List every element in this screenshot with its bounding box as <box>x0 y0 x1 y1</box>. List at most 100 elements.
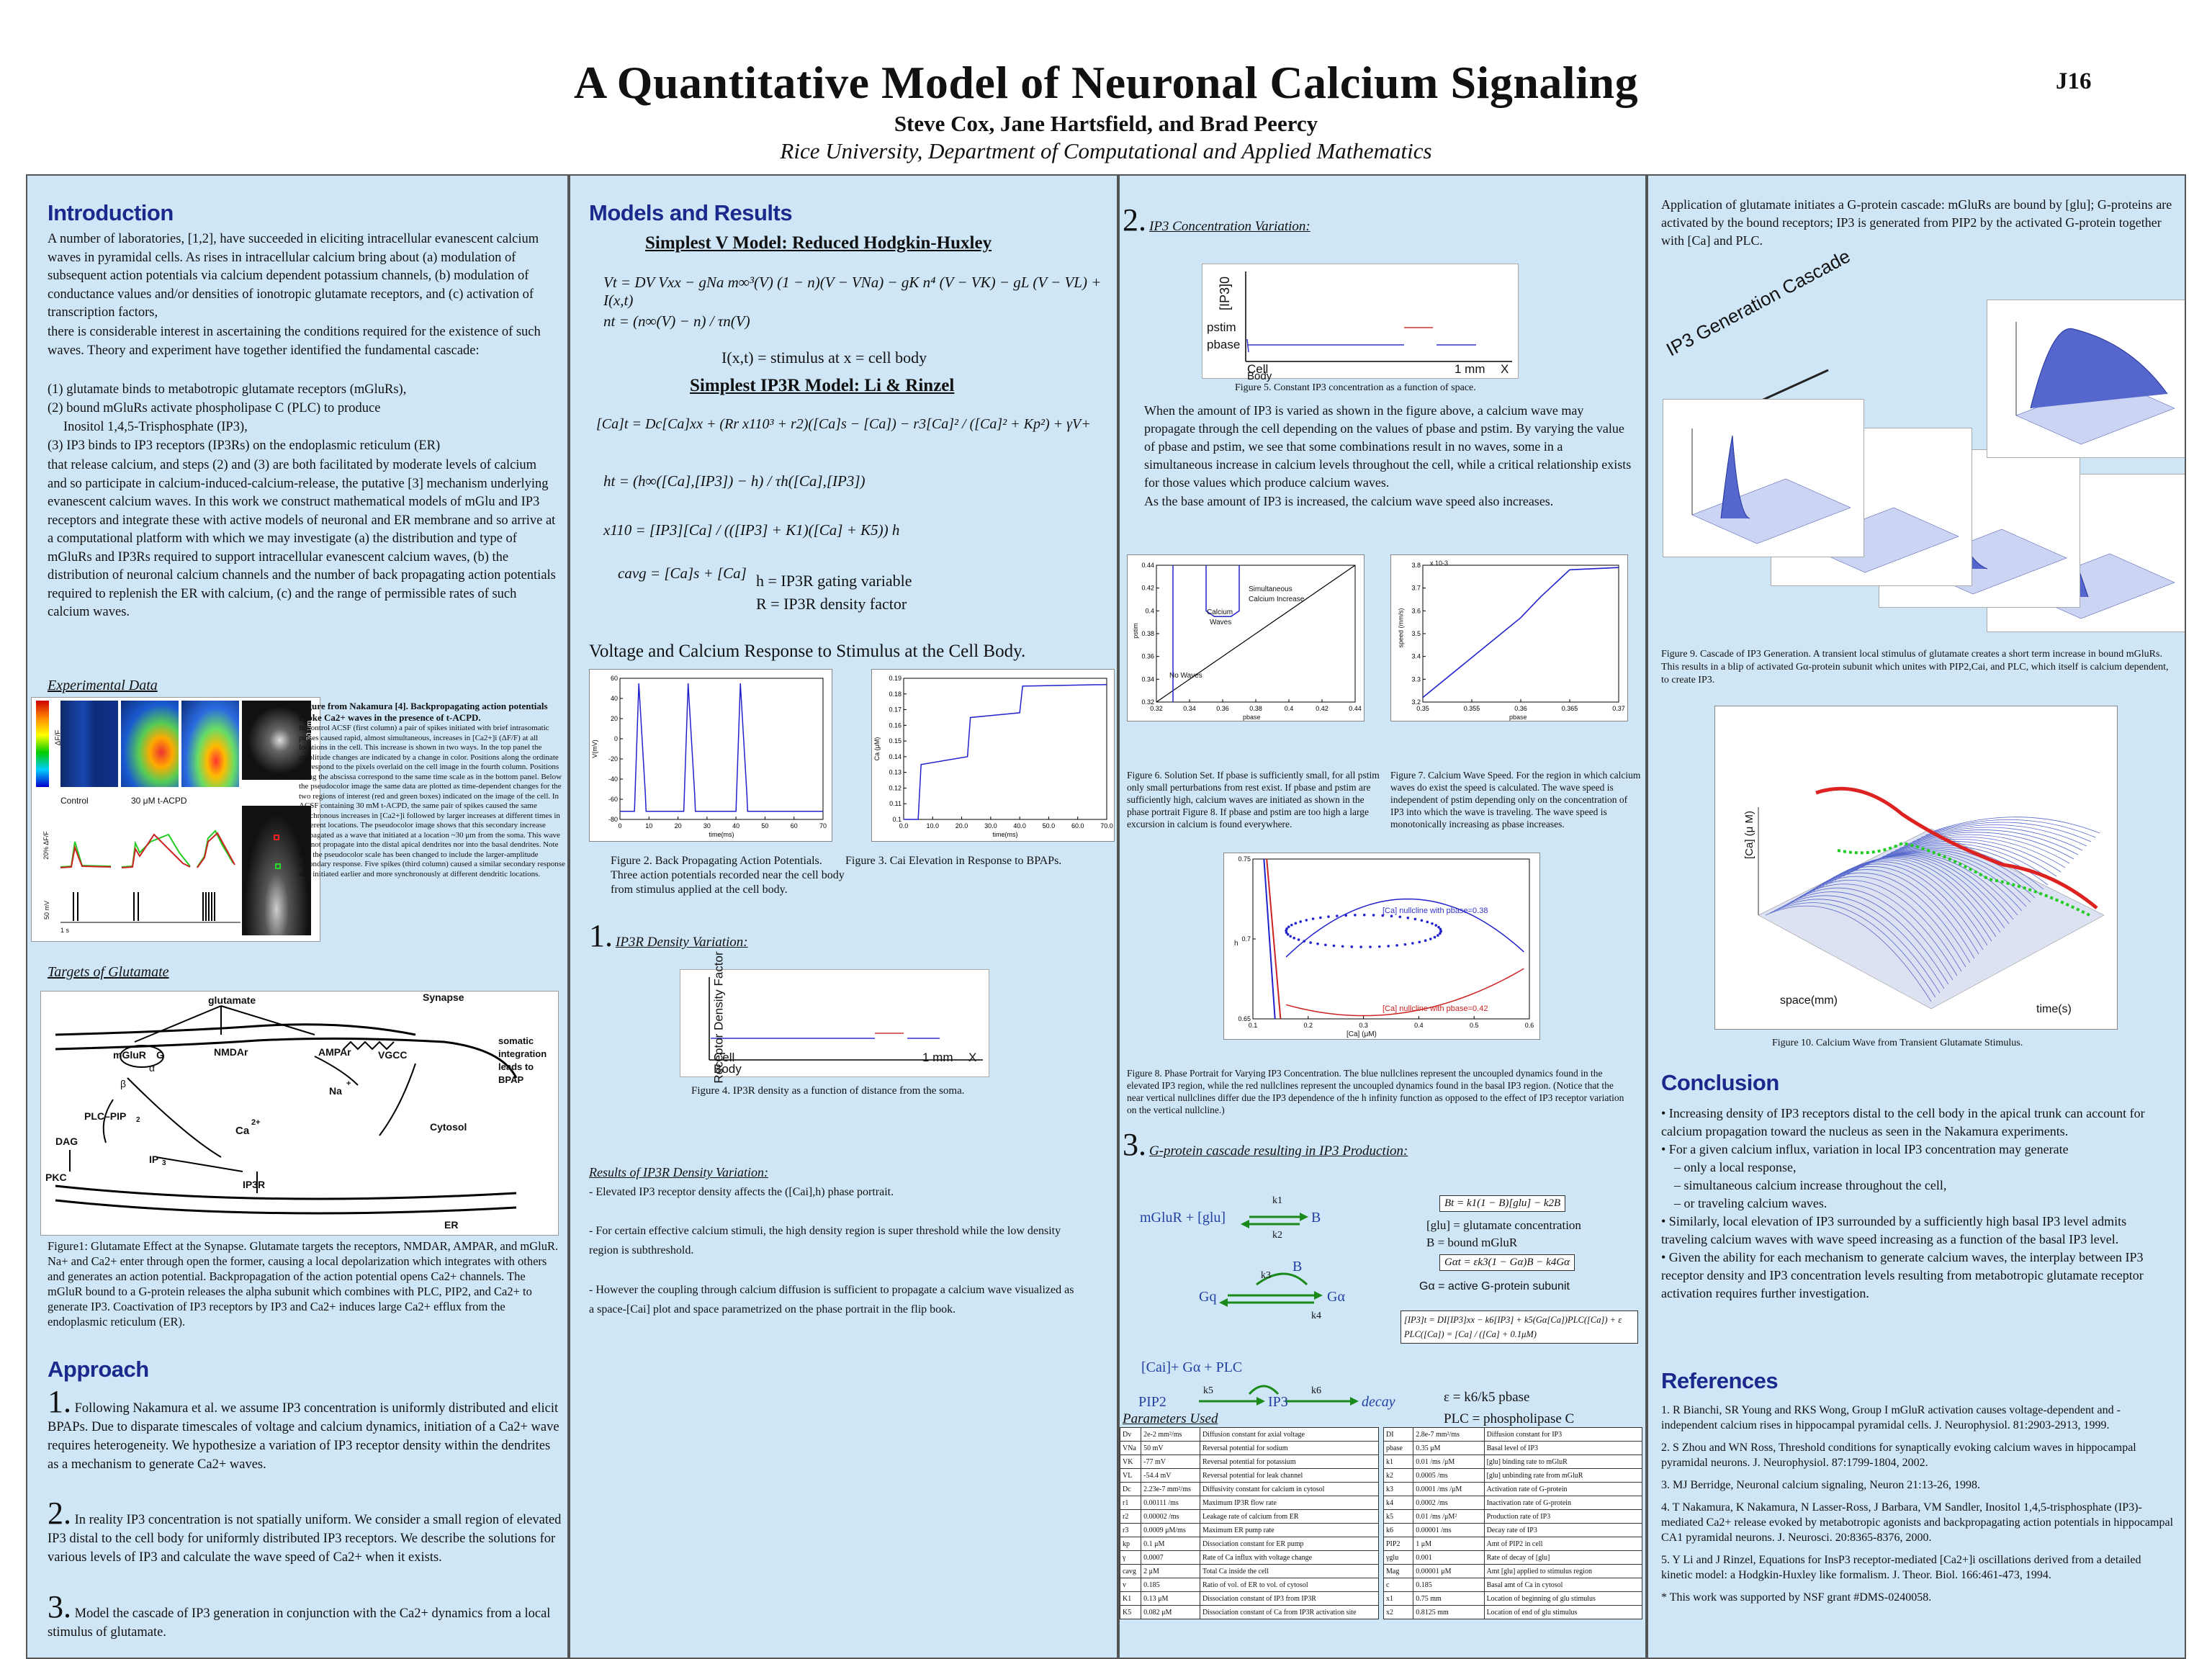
cascade-ga: Gα <box>1327 1289 1345 1305</box>
sec3-title: G-protein cascade resulting in IP3 Produ… <box>1149 1143 1408 1159</box>
fig3-caption: Figure 3. Cai Elevation in Response to B… <box>845 855 1062 867</box>
fig10-rib <box>1873 848 2040 894</box>
fig10-rib <box>1894 838 2062 873</box>
lbl-dag: DAG <box>55 1136 78 1147</box>
x-tick-label: 0.36 <box>1216 705 1229 712</box>
results-title: Results of IP3R Density Variation: <box>589 1165 768 1179</box>
fig6-nowaves: No Waves <box>1169 672 1202 680</box>
reference-item: 5. Y Li and J Rinzel, Equations for InsP… <box>1661 1554 2141 1581</box>
intro-list-2: (2) bound mGluRs activate phospholipase … <box>48 401 381 415</box>
param-description: Diffusivity constant for calcium in cyto… <box>1199 1482 1380 1496</box>
lbl-cytosol: Cytosol <box>430 1121 467 1133</box>
y-axis-label: V(mV) <box>591 739 598 758</box>
param-row: PIP2 1 μM Amt of PIP2 in cell <box>1382 1537 1643 1551</box>
param-symbol: x1 <box>1382 1591 1414 1606</box>
fig8-trajectory-point <box>1285 931 1288 934</box>
params-table-right: DI 2.8e-7 mm²/ms Diffusion constant for IP… <box>1382 1427 1643 1619</box>
fig8-trajectory-point <box>1439 930 1442 933</box>
fig8-trajectory-point <box>1406 916 1410 920</box>
ybar2-label: 50 mV <box>43 900 51 920</box>
params-table-left: Dv 2e-2 mm²/ms Diffusion constant for axia… <box>1120 1427 1380 1619</box>
x-equation: x110 = [IP3][Ca] / (([IP3] + K1)([Ca] + … <box>603 521 900 539</box>
eps-def: ε = k6/k5 pbase <box>1444 1390 1530 1405</box>
param-row: x1 0.75 mm Location of beginning of glu st… <box>1382 1591 1643 1606</box>
reference-item: 1. R Bianchi, SR Young and RKS Wong, Gro… <box>1661 1404 2121 1431</box>
fig8-trajectory-point <box>1424 939 1427 943</box>
y-tick-label: 0.42 <box>1141 585 1154 592</box>
y-tick-label: 3.3 <box>1411 675 1421 683</box>
x-tick-label: 0.6 <box>1525 1022 1534 1029</box>
param-value: 0.00111 /ms <box>1141 1496 1200 1510</box>
y-tick-label: 0.13 <box>889 769 902 776</box>
fig8-trajectory-point <box>1420 919 1424 922</box>
poster-authors: Steve Cox, Jane Hartsfield, and Brad Pee… <box>894 111 1318 136</box>
targets-caption: Figure1: Glutamate Effect at the Synapse… <box>48 1239 559 1328</box>
lbl-nmdar: NMDAr <box>214 1046 248 1058</box>
y-tick-label: 0.18 <box>889 691 902 698</box>
x-tick-label: 0.35 <box>1416 705 1429 712</box>
ga-def: Gα = active G-protein subunit <box>1419 1280 1570 1292</box>
param-row: v 0.185 Ratio of vol. of ER to vol. of cyt… <box>1120 1578 1380 1592</box>
x-tick-label: 40 <box>732 822 739 830</box>
y-tick-label: 0.44 <box>1141 562 1154 569</box>
y-tick-label: 0 <box>614 735 618 742</box>
param-description: Location of beginning of glu stimulus <box>1483 1591 1643 1606</box>
y-tick-label: 0.12 <box>889 784 902 791</box>
fig10-rib <box>1916 827 2083 851</box>
fig10-rib <box>1929 819 2096 838</box>
ca-equation: [Ca]t = Dc[Ca]xx + (Rr x110³ + r2)([Ca]s… <box>596 416 1091 432</box>
fig8-trajectory-point <box>1299 920 1302 923</box>
intro-list-1: (1) glutamate binds to metabotropic glut… <box>48 382 407 397</box>
cascade-equations: Bt = k1(1 − B)[glu] − k2B [glu] = glutam… <box>1401 1195 1638 1483</box>
cascade-b2: B <box>1292 1259 1303 1274</box>
references-heading: References <box>1661 1368 1779 1393</box>
fig2-series-line <box>620 683 823 812</box>
references-list: 1. R Bianchi, SR Young and RKS Wong, Gro… <box>1661 1403 2174 1612</box>
pseudocolor-acpd-2 <box>181 701 239 787</box>
fig8-trajectory-point <box>1381 914 1385 917</box>
experimental-caption: In control ACSF (first column) a pair of… <box>299 724 565 878</box>
param-description: Leakage rate of calcium from ER <box>1199 1509 1380 1524</box>
param-symbol: x2 <box>1382 1605 1414 1619</box>
cascade-k3: k3 <box>1261 1270 1271 1281</box>
param-value: 2 μM <box>1141 1564 1200 1578</box>
fig8-ylabel: h <box>1234 940 1238 948</box>
x-tick-label: 50 <box>761 822 768 830</box>
fig2-chart: 0 10 20 30 40 50 60 70 60 40 20 0 -20 -40 -60 -80 time(m… <box>589 669 832 842</box>
h-equation: ht = (h∞([Ca],[IP3]) − h) / τh([Ca],[IP3… <box>603 472 866 490</box>
lbl-ip3-sub: 3 <box>162 1159 166 1167</box>
b-def: B = bound mGluR <box>1426 1236 1518 1249</box>
fig7-ylabel: speed (mm/s) <box>1397 608 1405 648</box>
fig10-rib <box>1920 824 2087 847</box>
fig8-trajectory-point <box>1431 922 1434 925</box>
fig9-stack: IP3 Generation Cascade <box>1663 245 2185 752</box>
y-axis-label: Ca (μM) <box>873 737 881 761</box>
param-symbol: v <box>1120 1578 1142 1592</box>
fig9-panel-5 <box>2095 472 2181 616</box>
fig10-rib <box>1825 859 1992 942</box>
param-row: DI 2.8e-7 mm²/ms Diffusion constant for IP… <box>1382 1427 1643 1442</box>
x-tick-label: 30.0 <box>984 822 997 830</box>
sec1-title: IP3R Density Variation: <box>616 935 748 950</box>
lbl-synapse: Synapse <box>423 992 464 1003</box>
gprotein-section: 3. G-protein cascade resulting in IP3 Pr… <box>1123 1126 1408 1163</box>
fig4-cell: Cell <box>714 1051 735 1064</box>
fig8-trajectory-point <box>1285 929 1287 932</box>
param-value: 0.13 μM <box>1141 1591 1200 1606</box>
cascade-ca-plc: [Cai]+ Gα + PLC <box>1141 1359 1243 1375</box>
param-value: 1 μM <box>1413 1537 1485 1551</box>
poster-title: A Quantitative Model of Neuronal Calcium… <box>573 57 1639 108</box>
param-row: k1 0.01 /ms /μM [glu] binding rate to mGlu… <box>1382 1455 1643 1469</box>
approach-num-3: 3. <box>48 1589 71 1624</box>
lbl-alpha: α <box>149 1062 156 1074</box>
eq-ip3-box: [IP3]t = DI[IP3]xx − k6[IP3] + k5(Gα[Ca]… <box>1401 1310 1638 1344</box>
y-tick-label: 0.75 <box>1238 855 1251 863</box>
param-symbol: Dc <box>1120 1482 1142 1496</box>
y-tick-label: 0.14 <box>889 753 902 760</box>
param-symbol: pbase <box>1382 1441 1414 1455</box>
plc-def: PLC = phospholipase C <box>1444 1411 1575 1426</box>
fig10-rib <box>1907 832 2074 860</box>
param-row: VL -54.4 mV Reversal potential for leak ch… <box>1120 1468 1380 1483</box>
param-description: Maximum ER pump rate <box>1199 1523 1380 1537</box>
lbl-somatic: somatic integration leads to BPAP <box>498 1035 547 1085</box>
